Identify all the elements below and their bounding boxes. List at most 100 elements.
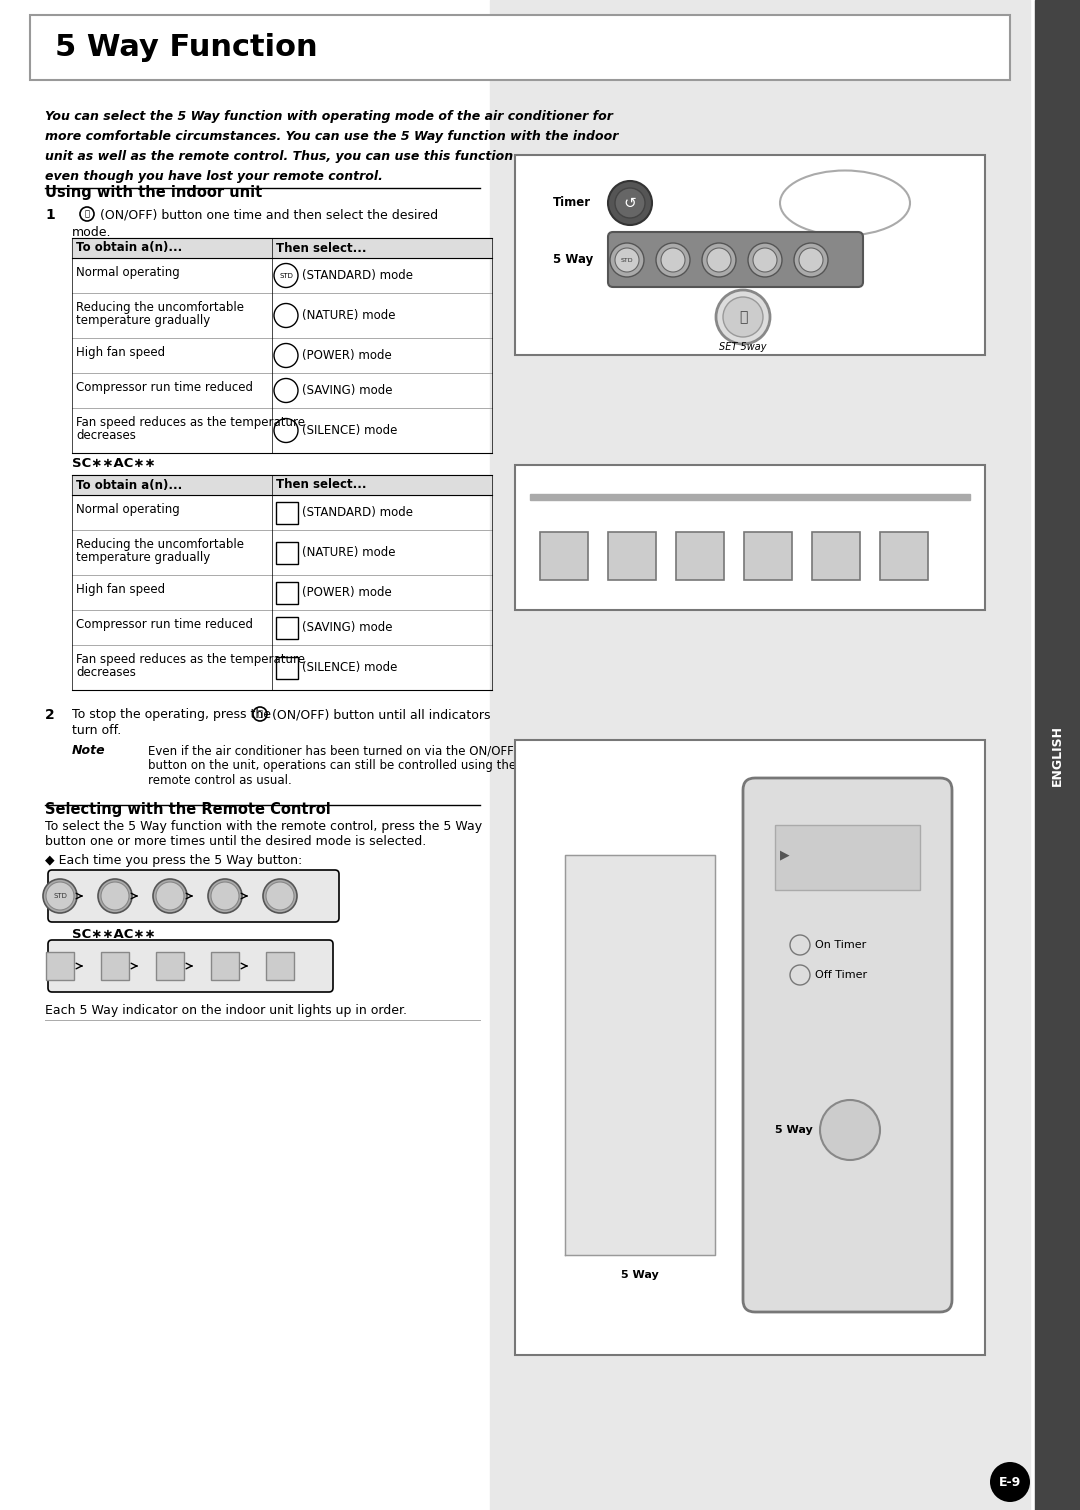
Circle shape	[211, 882, 239, 911]
Text: To select the 5 Way function with the remote control, press the 5 Way: To select the 5 Way function with the re…	[45, 820, 482, 834]
Text: ENGLISH: ENGLISH	[1051, 725, 1064, 785]
Text: Using with the indoor unit: Using with the indoor unit	[45, 186, 262, 199]
Text: Each 5 Way indicator on the indoor unit lights up in order.: Each 5 Way indicator on the indoor unit …	[45, 1004, 407, 1018]
Text: Normal operating: Normal operating	[76, 503, 179, 516]
Text: (NATURE) mode: (NATURE) mode	[302, 310, 395, 322]
Text: decreases: decreases	[76, 429, 136, 442]
Text: High fan speed: High fan speed	[76, 346, 165, 359]
Text: ▶: ▶	[780, 849, 789, 862]
Text: Then select...: Then select...	[276, 479, 366, 491]
Text: 5 Way: 5 Way	[553, 254, 593, 266]
Text: Compressor run time reduced: Compressor run time reduced	[76, 618, 253, 631]
Text: On Timer: On Timer	[815, 941, 866, 950]
Text: ⏻: ⏻	[257, 710, 262, 719]
Bar	[515, 465, 985, 610]
Circle shape	[661, 248, 685, 272]
Text: unit as well as the remote control. Thus, you can use this function: unit as well as the remote control. Thus…	[45, 149, 513, 163]
Circle shape	[266, 882, 294, 911]
Text: ◆ Each time you press the 5 Way button:: ◆ Each time you press the 5 Way button:	[45, 855, 302, 867]
Circle shape	[46, 882, 75, 911]
Bar	[490, 0, 1030, 1510]
Circle shape	[820, 1099, 880, 1160]
Bar	[515, 740, 985, 1354]
Text: (ON/OFF) button one time and then select the desired: (ON/OFF) button one time and then select…	[100, 208, 438, 220]
Bar	[744, 532, 792, 580]
Text: (POWER) mode: (POWER) mode	[302, 586, 392, 599]
Bar	[530, 494, 970, 500]
Text: (SILENCE) mode: (SILENCE) mode	[302, 424, 397, 436]
Circle shape	[716, 290, 770, 344]
Bar	[30, 15, 1010, 80]
Bar	[515, 156, 985, 355]
Bar	[276, 616, 298, 639]
Text: Timer: Timer	[553, 196, 591, 210]
Bar	[276, 542, 298, 563]
Circle shape	[794, 243, 828, 276]
Text: Reducing the uncomfortable: Reducing the uncomfortable	[76, 538, 244, 551]
Text: button on the unit, operations can still be controlled using the: button on the unit, operations can still…	[148, 760, 516, 772]
Text: (STANDARD) mode: (STANDARD) mode	[302, 506, 413, 519]
Bar	[276, 657, 298, 678]
Text: 5 Way: 5 Way	[621, 1270, 659, 1280]
Text: (ON/OFF) button until all indicators: (ON/OFF) button until all indicators	[272, 708, 490, 720]
Bar	[211, 951, 239, 980]
Text: 2: 2	[45, 708, 55, 722]
FancyBboxPatch shape	[48, 870, 339, 923]
Bar	[880, 532, 928, 580]
Text: Fan speed reduces as the temperature: Fan speed reduces as the temperature	[76, 415, 305, 429]
Text: (STANDARD) mode: (STANDARD) mode	[302, 269, 413, 282]
Circle shape	[615, 248, 639, 272]
Circle shape	[43, 879, 77, 914]
Text: even though you have lost your remote control.: even though you have lost your remote co…	[45, 171, 383, 183]
Text: Even if the air conditioner has been turned on via the ON/OFF: Even if the air conditioner has been tur…	[148, 744, 514, 757]
Text: Then select...: Then select...	[276, 242, 366, 255]
Text: decreases: decreases	[76, 666, 136, 680]
Circle shape	[153, 879, 187, 914]
Circle shape	[748, 243, 782, 276]
Circle shape	[208, 879, 242, 914]
Bar	[46, 951, 75, 980]
FancyBboxPatch shape	[743, 778, 951, 1312]
Circle shape	[156, 882, 184, 911]
Text: button one or more times until the desired mode is selected.: button one or more times until the desir…	[45, 835, 427, 849]
Circle shape	[102, 882, 129, 911]
Text: temperature gradually: temperature gradually	[76, 314, 211, 328]
Text: remote control as usual.: remote control as usual.	[148, 775, 292, 787]
Text: mode.: mode.	[72, 226, 111, 239]
Text: Fan speed reduces as the temperature: Fan speed reduces as the temperature	[76, 652, 305, 666]
Text: ↺: ↺	[623, 195, 636, 210]
Text: temperature gradually: temperature gradually	[76, 551, 211, 565]
Text: (SAVING) mode: (SAVING) mode	[302, 384, 392, 397]
Text: (SILENCE) mode: (SILENCE) mode	[302, 661, 397, 673]
Circle shape	[707, 248, 731, 272]
Circle shape	[799, 248, 823, 272]
Circle shape	[723, 297, 762, 337]
Text: (POWER) mode: (POWER) mode	[302, 349, 392, 362]
Text: SC∗∗AC∗∗: SC∗∗AC∗∗	[72, 458, 156, 470]
Bar	[812, 532, 860, 580]
Bar	[276, 501, 298, 524]
Text: ⏻: ⏻	[739, 310, 747, 325]
Text: You can select the 5 Way function with operating mode of the air conditioner for: You can select the 5 Way function with o…	[45, 110, 612, 122]
Text: To obtain a(n)...: To obtain a(n)...	[76, 242, 183, 255]
Text: Reducing the uncomfortable: Reducing the uncomfortable	[76, 300, 244, 314]
Circle shape	[264, 879, 297, 914]
Circle shape	[753, 248, 777, 272]
Bar	[276, 581, 298, 604]
Text: Off Timer: Off Timer	[815, 969, 867, 980]
Bar	[102, 951, 129, 980]
Text: Normal operating: Normal operating	[76, 266, 179, 279]
Text: 5 Way Function: 5 Way Function	[55, 33, 318, 62]
Text: High fan speed: High fan speed	[76, 583, 165, 596]
FancyBboxPatch shape	[48, 941, 333, 992]
Text: STD: STD	[621, 258, 633, 263]
Bar	[775, 824, 920, 889]
Text: STD: STD	[53, 892, 67, 898]
Text: 5 Way: 5 Way	[775, 1125, 813, 1136]
Circle shape	[98, 879, 132, 914]
Bar	[72, 476, 492, 495]
Text: E-9: E-9	[999, 1475, 1021, 1489]
Bar	[676, 532, 724, 580]
Text: To obtain a(n)...: To obtain a(n)...	[76, 479, 183, 491]
Text: Selecting with the Remote Control: Selecting with the Remote Control	[45, 802, 330, 817]
